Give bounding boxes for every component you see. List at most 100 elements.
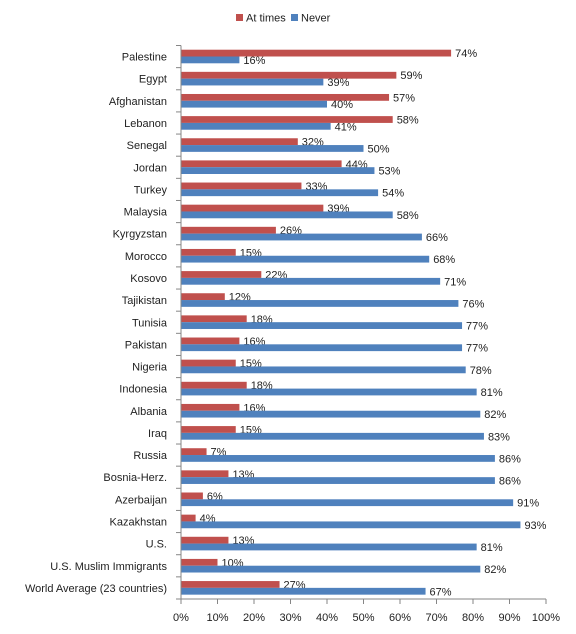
legend-label-1: Never	[301, 13, 331, 25]
bar-at-times-11	[181, 293, 225, 301]
bar-at-times-5	[181, 160, 342, 168]
x-tick-label-3: 30%	[279, 612, 301, 624]
data-label-never-2: 40%	[331, 99, 353, 111]
bar-at-times-19	[181, 470, 229, 478]
x-tick-label-10: 100%	[532, 612, 560, 624]
category-labels: Palestine Egypt Afghanistan Lebanon Senegal J…	[25, 52, 168, 595]
bar-never-17	[181, 432, 484, 440]
category-label-7: Malaysia	[124, 207, 168, 219]
bar-at-times-24	[181, 581, 280, 588]
bar-at-times-20	[181, 492, 203, 500]
category-label-8: Kyrgyzstan	[113, 229, 167, 241]
legend-swatch-0	[236, 14, 243, 21]
bar-at-times-14	[181, 359, 236, 367]
data-label-never-9: 68%	[433, 254, 455, 266]
bar-never-12	[181, 322, 463, 329]
data-label-never-16: 82%	[484, 409, 506, 421]
bar-never-2	[181, 100, 327, 108]
bar-never-14	[181, 366, 466, 374]
data-label-never-14: 78%	[470, 365, 492, 377]
bar-never-8	[181, 233, 422, 241]
bar-at-times-12	[181, 315, 247, 323]
x-tick-label-4: 40%	[316, 612, 338, 624]
bar-at-times-3	[181, 116, 393, 123]
bar-never-5	[181, 167, 375, 174]
data-label-never-6: 54%	[382, 188, 404, 200]
bar-never-1	[181, 78, 324, 86]
bar-at-times-7	[181, 204, 324, 212]
data-label-never-19: 86%	[499, 476, 521, 488]
category-label-15: Indonesia	[119, 384, 168, 396]
bar-at-times-22	[181, 536, 229, 544]
bar-never-0	[181, 56, 240, 64]
legend: At times Never	[236, 13, 331, 25]
legend-swatch-1	[291, 14, 298, 21]
category-label-4: Senegal	[127, 140, 167, 152]
bar-at-times-15	[181, 381, 247, 389]
data-label-at-times-2: 57%	[393, 92, 415, 104]
bar-at-times-18	[181, 448, 207, 456]
x-tick-label-6: 60%	[389, 612, 411, 624]
bar-never-21	[181, 521, 521, 529]
category-label-11: Tajikistan	[122, 295, 167, 307]
bar-at-times-10	[181, 271, 262, 278]
data-label-never-3: 41%	[335, 121, 357, 133]
data-label-never-24: 67%	[430, 586, 452, 598]
bar-never-16	[181, 410, 481, 418]
data-label-at-times-1: 59%	[400, 70, 422, 82]
bar-never-20	[181, 499, 514, 507]
bar-never-19	[181, 477, 495, 484]
x-tick-label-7: 70%	[425, 612, 447, 624]
data-label-never-12: 77%	[466, 321, 488, 333]
category-label-20: Azerbaijan	[115, 494, 167, 506]
category-label-14: Nigeria	[132, 362, 168, 374]
legend-label-0: At times	[246, 13, 286, 25]
x-tick-label-5: 50%	[352, 612, 374, 624]
bar-never-13	[181, 344, 463, 352]
bars-area: 74%16%59%39%57%40%58%41%32%50%44%53%33%5…	[181, 48, 547, 598]
data-label-at-times-0: 74%	[455, 48, 477, 60]
data-label-never-1: 39%	[327, 77, 349, 89]
bar-never-22	[181, 543, 477, 551]
data-label-at-times-3: 58%	[397, 115, 419, 127]
bar-at-times-9	[181, 248, 236, 256]
bar-at-times-23	[181, 558, 218, 566]
bar-at-times-1	[181, 71, 397, 79]
bar-never-10	[181, 277, 441, 285]
bar-at-times-4	[181, 138, 298, 146]
bar-at-times-16	[181, 403, 240, 411]
category-label-9: Morocco	[125, 251, 167, 263]
category-label-22: U.S.	[146, 539, 167, 551]
x-tick-label-9: 90%	[498, 612, 520, 624]
category-label-24: World Average (23 countries)	[25, 583, 167, 595]
bar-never-7	[181, 211, 393, 219]
bar-at-times-13	[181, 337, 240, 345]
data-label-never-8: 66%	[426, 232, 448, 244]
x-tick-label-2: 20%	[243, 612, 265, 624]
category-label-10: Kosovo	[130, 273, 167, 285]
category-label-12: Tunisia	[132, 317, 168, 329]
category-label-0: Palestine	[122, 52, 167, 64]
data-label-never-4: 50%	[368, 143, 390, 155]
bar-never-23	[181, 565, 481, 573]
category-label-5: Jordan	[133, 162, 167, 174]
bar-at-times-2	[181, 93, 390, 101]
bar-at-times-8	[181, 226, 276, 234]
bar-never-18	[181, 455, 495, 462]
bar-never-11	[181, 300, 459, 307]
category-label-21: Kazakhstan	[110, 517, 167, 529]
category-label-2: Afghanistan	[109, 96, 167, 108]
data-label-never-0: 16%	[243, 55, 265, 67]
x-axis: 0% 10% 20% 30% 40% 50% 60% 70% 80% 90% 100%	[173, 45, 560, 624]
category-label-1: Egypt	[139, 74, 167, 86]
data-label-never-20: 91%	[517, 498, 539, 510]
bar-at-times-0	[181, 49, 452, 57]
data-label-never-21: 93%	[524, 520, 546, 532]
bar-at-times-6	[181, 182, 302, 190]
data-label-never-18: 86%	[499, 453, 521, 465]
category-label-16: Albania	[130, 406, 168, 418]
x-tick-label-0: 0%	[173, 612, 189, 624]
data-label-never-10: 71%	[444, 276, 466, 288]
data-label-never-23: 82%	[484, 564, 506, 576]
